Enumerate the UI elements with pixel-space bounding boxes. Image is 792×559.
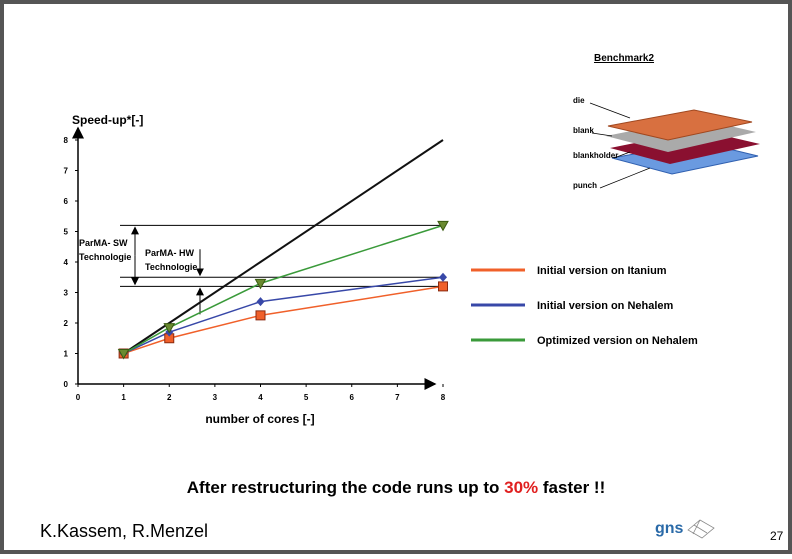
x-tick-label: 8 bbox=[441, 393, 446, 402]
x-tick-label: 3 bbox=[213, 393, 218, 402]
y-tick-label: 7 bbox=[64, 167, 69, 176]
x-tick-label: 0 bbox=[76, 393, 81, 402]
headline: After restructuring the code runs up to … bbox=[187, 478, 605, 497]
y-tick-label: 5 bbox=[64, 228, 69, 237]
x-tick-label: 6 bbox=[350, 393, 355, 402]
figure-title: Benchmark2 bbox=[594, 53, 654, 64]
y-tick-label: 3 bbox=[64, 289, 69, 298]
page-number: 27 bbox=[770, 529, 784, 543]
legend-label: Initial version on Itanium bbox=[537, 265, 667, 277]
figure-label: die bbox=[573, 96, 585, 105]
annotation: Technologie bbox=[145, 262, 197, 272]
headline-text: faster !! bbox=[538, 478, 605, 497]
y-tick-label: 8 bbox=[64, 136, 69, 145]
y-tick-label: 4 bbox=[64, 258, 69, 267]
y-tick-label: 2 bbox=[64, 319, 69, 328]
y-tick-label: 0 bbox=[64, 380, 69, 389]
annotation: ParMA- SW bbox=[79, 238, 128, 248]
x-tick-label: 4 bbox=[258, 393, 263, 402]
headline-highlight: 30% bbox=[504, 478, 538, 497]
slide: Benchmark2 die blank blankholder punch S… bbox=[0, 0, 792, 554]
x-tick-label: 7 bbox=[395, 393, 400, 402]
y-tick-label: 6 bbox=[64, 197, 69, 206]
x-tick-label: 5 bbox=[304, 393, 309, 402]
annotation: ParMA- HW bbox=[145, 248, 195, 258]
legend-label: Optimized version on Nehalem bbox=[537, 335, 698, 347]
figure-label: blank bbox=[573, 126, 594, 135]
data-point bbox=[256, 311, 265, 320]
figure-label: blankholder bbox=[573, 151, 618, 160]
x-tick-label: 2 bbox=[167, 393, 172, 402]
y-axis-label: Speed-up*[-] bbox=[72, 113, 143, 127]
data-point bbox=[439, 282, 448, 291]
footer-authors: K.Kassem, R.Menzel bbox=[40, 521, 208, 541]
footer-logo: gns bbox=[655, 520, 684, 537]
headline-text: After restructuring the code runs up to bbox=[187, 478, 504, 497]
annotation: Technologie bbox=[79, 252, 131, 262]
legend-label: Initial version on Nehalem bbox=[537, 300, 674, 312]
y-tick-label: 1 bbox=[64, 350, 69, 359]
x-axis-label: number of cores [-] bbox=[205, 412, 314, 426]
x-tick-label: 1 bbox=[121, 393, 126, 402]
figure-label: punch bbox=[573, 181, 597, 190]
